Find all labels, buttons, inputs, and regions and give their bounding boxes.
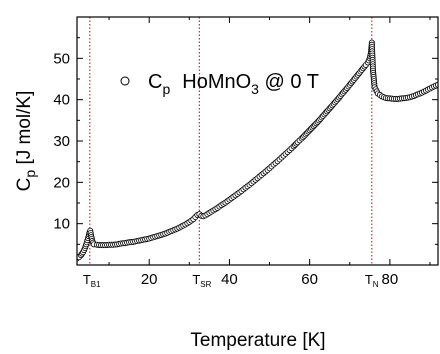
transition-lines	[89, 17, 373, 265]
plot-frame	[76, 16, 439, 266]
x-tick-label-80: 80	[382, 271, 399, 288]
legend-marker	[120, 76, 130, 86]
legend-sample-sub: 3	[251, 81, 259, 97]
legend-sample-b: @ 0 T	[259, 71, 319, 93]
legend-sample-a: HoMnO	[182, 71, 251, 93]
legend-label-p: p	[162, 81, 170, 97]
transition-label-2: TN	[365, 272, 379, 289]
transition-label-1: TSR	[192, 272, 211, 289]
x-tick-label-40: 40	[221, 271, 238, 288]
y-ticks: 10 20 30 40 50	[53, 37, 438, 245]
data-points	[77, 39, 438, 262]
x-ticks: 20 40 60 80	[108, 17, 431, 288]
legend: Cp HoMnO3 @ 0 T	[120, 71, 319, 97]
y-axis-title-rest: [J mol/K]	[14, 91, 35, 170]
y-axis-title-c: C	[14, 178, 35, 192]
transition-label-0: TB1	[83, 272, 101, 289]
legend-label-c: C	[148, 71, 162, 93]
y-axis-title-p: p	[22, 170, 38, 178]
y-tick-label-10: 10	[53, 216, 70, 233]
transition-labels: TB1 TSR TN	[83, 272, 379, 289]
y-tick-label-40: 40	[53, 92, 70, 109]
y-tick-label-20: 20	[53, 174, 70, 191]
y-tick-label-50: 50	[53, 50, 70, 67]
y-tick-label-30: 30	[53, 133, 70, 150]
y-axis-title: Cp [J mol/K]	[14, 91, 38, 192]
x-axis-title: Temperature [K]	[190, 330, 325, 351]
x-tick-label-20: 20	[141, 271, 158, 288]
legend-label: Cp HoMnO3 @ 0 T	[148, 71, 319, 97]
x-tick-label-60: 60	[301, 271, 318, 288]
